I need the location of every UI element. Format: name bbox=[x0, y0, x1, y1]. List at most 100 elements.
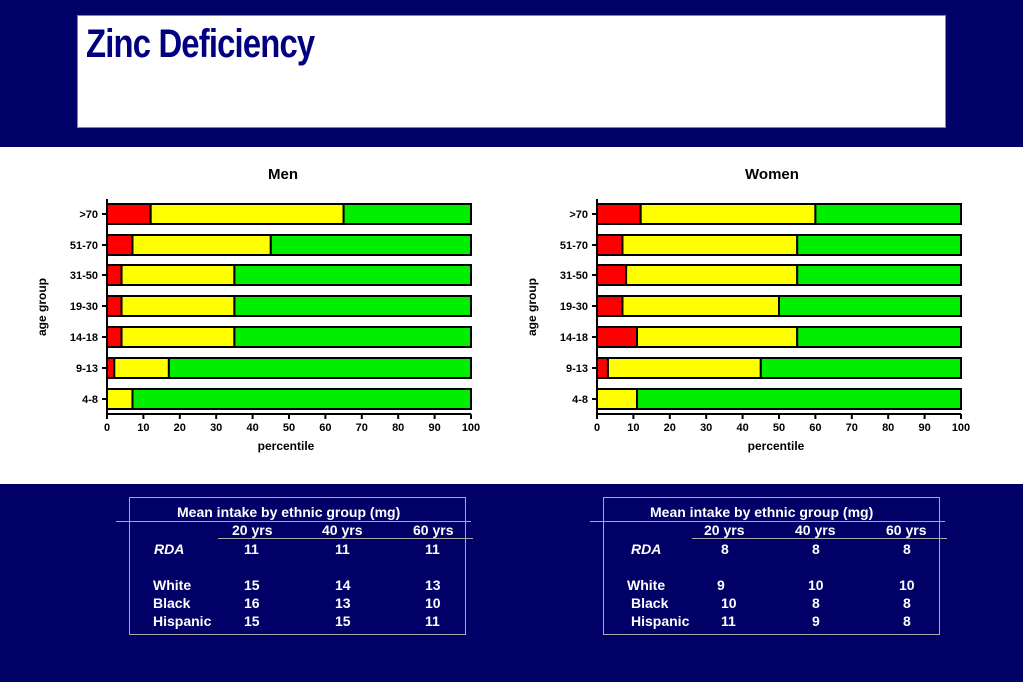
y-tick-label: 51-70 bbox=[70, 240, 98, 252]
row-value: 13 bbox=[425, 577, 441, 593]
row-value: 16 bbox=[244, 595, 260, 611]
row-value: 8 bbox=[903, 595, 911, 611]
bar-segment-low bbox=[596, 264, 628, 286]
x-tick-label: 10 bbox=[627, 422, 639, 434]
row-value: 13 bbox=[335, 595, 351, 611]
bar-segment-mid bbox=[106, 388, 134, 410]
x-tick-label: 0 bbox=[104, 422, 110, 434]
rda-label: RDA bbox=[631, 541, 662, 557]
bar-segment-high bbox=[796, 264, 963, 286]
x-tick-label: 50 bbox=[283, 422, 295, 434]
table-caption: Mean intake by ethnic group (mg) bbox=[650, 504, 874, 520]
bar-segment-low bbox=[596, 357, 609, 379]
bar-segment-mid bbox=[625, 264, 799, 286]
row-value: 11 bbox=[425, 613, 440, 629]
bar-segment-mid bbox=[621, 234, 799, 256]
x-tick-label: 80 bbox=[882, 422, 894, 434]
y-tick-label: 19-30 bbox=[560, 301, 588, 313]
rda-value: 11 bbox=[425, 541, 440, 557]
rda-value: 8 bbox=[721, 541, 729, 557]
bar-segment-low bbox=[106, 357, 116, 379]
bar-segment-high bbox=[233, 326, 472, 348]
table-divider bbox=[218, 538, 473, 539]
y-tick-label: 19-30 bbox=[70, 301, 98, 313]
column-header: 40 yrs bbox=[322, 522, 363, 538]
bar-segment-low bbox=[106, 326, 123, 348]
row-value: 15 bbox=[244, 577, 260, 593]
y-tick-label: 31-50 bbox=[70, 270, 98, 282]
title-box: Zinc Deficiency bbox=[77, 15, 946, 128]
bar-segment-high bbox=[233, 264, 472, 286]
column-header: 20 yrs bbox=[232, 522, 273, 538]
bar-segment-low bbox=[106, 203, 152, 225]
y-tick-label: 14-18 bbox=[70, 332, 98, 344]
slide-title: Zinc Deficiency bbox=[86, 22, 315, 66]
bar-segment-high bbox=[814, 203, 963, 225]
rda-value: 11 bbox=[335, 541, 350, 557]
bar-segment-mid bbox=[120, 295, 236, 317]
y-axis-label: age group bbox=[35, 278, 49, 336]
x-tick-label: 100 bbox=[462, 422, 480, 434]
bar-segment-high bbox=[233, 295, 472, 317]
bar-segment-high bbox=[269, 234, 472, 256]
x-tick-label: 40 bbox=[246, 422, 258, 434]
bar-segment-low bbox=[596, 295, 624, 317]
bar-segment-low bbox=[596, 326, 639, 348]
table-divider bbox=[116, 521, 471, 522]
y-tick-label: 4-8 bbox=[82, 394, 98, 406]
bar-segment-high bbox=[778, 295, 962, 317]
chart-title: Women bbox=[745, 166, 799, 183]
x-tick-label: 20 bbox=[174, 422, 186, 434]
bar-segment-mid bbox=[596, 388, 639, 410]
y-tick-label: 9-13 bbox=[566, 363, 588, 375]
bar-segment-mid bbox=[149, 203, 345, 225]
table-caption: Mean intake by ethnic group (mg) bbox=[177, 504, 401, 520]
y-tick-label: 4-8 bbox=[572, 394, 588, 406]
x-tick-label: 60 bbox=[319, 422, 331, 434]
row-value: 9 bbox=[717, 577, 725, 593]
column-header: 60 yrs bbox=[413, 522, 454, 538]
x-tick-label: 40 bbox=[736, 422, 748, 434]
bar-segment-high bbox=[167, 357, 472, 379]
row-value: 9 bbox=[812, 613, 820, 629]
bar-segment-high bbox=[759, 357, 962, 379]
rda-value: 8 bbox=[903, 541, 911, 557]
x-tick-label: 0 bbox=[594, 422, 600, 434]
x-axis-label: percentile bbox=[748, 439, 805, 453]
row-label: Hispanic bbox=[631, 613, 690, 629]
bar-segment-mid bbox=[621, 295, 780, 317]
row-value: 15 bbox=[335, 613, 351, 629]
bar-segment-mid bbox=[636, 326, 799, 348]
rda-label: RDA bbox=[154, 541, 185, 557]
x-tick-label: 90 bbox=[918, 422, 930, 434]
bar-segment-low bbox=[106, 264, 123, 286]
bar-segment-high bbox=[131, 388, 472, 410]
bar-segment-mid bbox=[639, 203, 817, 225]
bar-segment-high bbox=[636, 388, 962, 410]
bar-segment-mid bbox=[131, 234, 272, 256]
bar-segment-low bbox=[596, 234, 624, 256]
table-frame bbox=[603, 497, 940, 635]
x-tick-label: 30 bbox=[700, 422, 712, 434]
row-value: 11 bbox=[721, 613, 736, 629]
y-tick-label: >70 bbox=[79, 209, 98, 221]
table-divider bbox=[692, 538, 947, 539]
row-value: 10 bbox=[808, 577, 824, 593]
column-header: 20 yrs bbox=[704, 522, 745, 538]
row-label: White bbox=[627, 577, 666, 593]
chart-title: Men bbox=[268, 166, 298, 183]
row-label: Hispanic bbox=[153, 613, 212, 629]
table-frame bbox=[129, 497, 466, 635]
row-value: 8 bbox=[903, 613, 911, 629]
row-value: 10 bbox=[721, 595, 737, 611]
y-tick-label: >70 bbox=[569, 209, 588, 221]
bar-segment-mid bbox=[120, 264, 236, 286]
row-label: Black bbox=[631, 595, 669, 611]
rda-value: 11 bbox=[244, 541, 259, 557]
column-header: 40 yrs bbox=[795, 522, 836, 538]
bar-segment-low bbox=[106, 295, 123, 317]
bar-segment-low bbox=[106, 234, 134, 256]
bar-segment-mid bbox=[606, 357, 762, 379]
y-tick-label: 51-70 bbox=[560, 240, 588, 252]
